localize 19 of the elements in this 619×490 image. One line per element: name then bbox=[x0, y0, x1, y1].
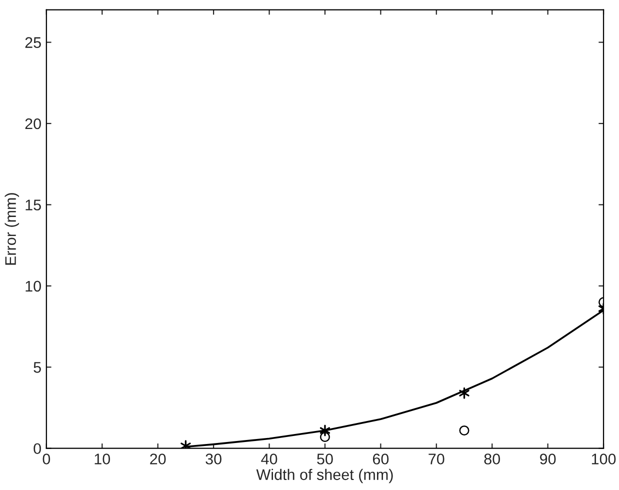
x-tick-label: 90 bbox=[540, 454, 556, 464]
y-tick-label: 5 bbox=[34, 362, 41, 373]
y-axis-title: Error (mm) bbox=[4, 193, 20, 265]
x-tick-label: 70 bbox=[428, 454, 444, 464]
x-tick-label: 10 bbox=[94, 454, 110, 464]
x-tick-label: 20 bbox=[150, 454, 166, 464]
y-tick-label: 20 bbox=[25, 118, 41, 130]
y-tick-label: 15 bbox=[26, 200, 41, 210]
x-tick-label: 60 bbox=[372, 454, 389, 464]
x-tick-label: 100 bbox=[592, 454, 616, 464]
x-tick-label: 50 bbox=[317, 454, 333, 464]
x-tick-label: 30 bbox=[206, 454, 222, 464]
x-tick-label: 40 bbox=[261, 454, 278, 464]
y-tick-label: 10 bbox=[26, 280, 41, 292]
x-tick-label: 80 bbox=[484, 454, 500, 464]
y-tick-label: 25 bbox=[25, 37, 41, 48]
x-tick-label: 0 bbox=[42, 454, 50, 464]
y-tick-label: 0 bbox=[34, 443, 41, 454]
x-axis-title: Width of sheet (mm) bbox=[256, 468, 393, 484]
